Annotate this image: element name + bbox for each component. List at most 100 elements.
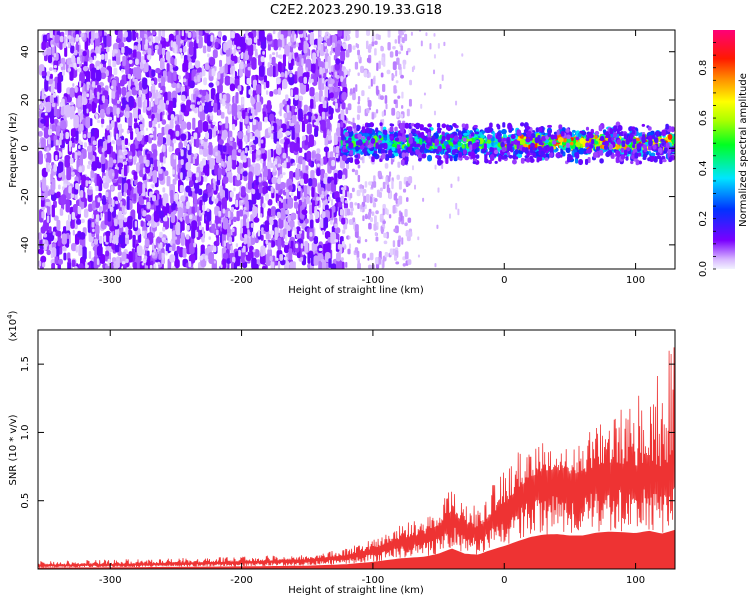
spectrogram-cell — [141, 262, 145, 266]
spectrogram-cell — [246, 77, 251, 85]
spectrogram-cell — [174, 58, 177, 66]
spectrogram-cell — [115, 133, 119, 140]
spectrogram-cell — [202, 147, 208, 157]
spectrogram-cell — [379, 95, 384, 100]
spectrogram-cell — [342, 229, 346, 234]
spectrogram-cell — [173, 155, 176, 160]
spectrogram-cell — [328, 107, 334, 115]
spectrogram-cell — [395, 80, 399, 84]
spectrogram-cell — [501, 128, 507, 135]
spectrogram-cell — [328, 83, 333, 88]
spectrogram-cell — [170, 40, 173, 48]
spectrogram-cell — [342, 189, 346, 197]
spectrogram-cell — [213, 125, 218, 132]
spectrogram-cell — [402, 37, 405, 44]
spectrogram-cell — [240, 199, 244, 203]
spectrogram-cell — [356, 114, 360, 121]
spectrogram-cell — [344, 68, 348, 76]
spectrogram-cell — [175, 130, 180, 137]
spectrogram-cell — [225, 49, 230, 57]
spectrogram-cell — [173, 31, 176, 36]
spectrogram-cell — [41, 206, 46, 211]
spectrogram-cell — [397, 161, 401, 168]
spectrogram-cell — [235, 180, 242, 186]
spectrogram-cell — [45, 162, 51, 173]
spectrogram-cell — [67, 35, 72, 40]
spectrogram-cell — [123, 45, 129, 56]
spectrogram-cell — [195, 172, 199, 178]
spectrogram-cell — [333, 89, 339, 99]
spectrogram-cell — [135, 58, 139, 65]
spectrogram-cell — [314, 92, 319, 102]
spectrogram-cell — [391, 74, 395, 79]
spectrogram-cell — [170, 240, 173, 246]
spectrogram-cell — [348, 243, 352, 250]
spectrogram-cell — [62, 226, 67, 235]
spectrogram-cell — [97, 84, 102, 94]
spectrogram-cell — [87, 132, 91, 139]
spectrogram-cell — [180, 159, 184, 166]
spectrogram-cell — [60, 194, 67, 205]
spectrogram-cell — [215, 92, 221, 101]
spectrogram-cell — [373, 175, 376, 182]
spectrogram-cell — [408, 98, 412, 107]
spectrogram-cell — [69, 140, 72, 148]
spectrogram-cell — [320, 168, 325, 181]
spectrogram-cell — [158, 243, 163, 249]
spectrogram-cell — [272, 122, 277, 133]
spectrogram-cell — [362, 215, 365, 222]
spectrogram-cell — [262, 203, 266, 208]
spectrogram-cell — [265, 239, 269, 245]
spectrogram-cell — [48, 128, 53, 136]
spectrogram-cell — [60, 130, 63, 138]
spectrogram-cell — [66, 166, 72, 181]
spectrogram-cell — [67, 258, 71, 264]
spectrogram-cell — [242, 245, 246, 253]
spectrogram-cell — [134, 220, 138, 228]
spectrogram-cell — [105, 127, 110, 138]
spectrogram-cell — [113, 67, 118, 76]
spectrogram-cell — [291, 114, 297, 125]
spectrogram-cell — [175, 224, 178, 231]
spectrogram-cell — [100, 53, 105, 60]
spectrogram-cell — [254, 129, 261, 138]
spectrogram-cell — [325, 48, 329, 54]
spectrogram-cell — [277, 38, 282, 49]
spectrogram-cell — [449, 213, 452, 219]
spectrogram-cell — [314, 127, 319, 137]
spectrogram-cell — [233, 187, 236, 192]
spectrogram-cell — [298, 42, 303, 51]
spectrogram-cell — [196, 166, 201, 173]
spectrogram-cell — [186, 121, 192, 131]
spectrogram-cell — [217, 72, 221, 80]
spectrogram-cell — [193, 93, 197, 101]
spectrogram-cell — [330, 220, 333, 225]
spectrogram-cell — [178, 247, 184, 258]
spectrogram-cell — [192, 104, 195, 112]
spectrogram-cell — [406, 197, 409, 202]
spectrogram-cell — [317, 115, 322, 121]
spectrogram-cell — [293, 142, 300, 152]
spectrogram-cell — [394, 192, 398, 197]
spectrogram-cell — [178, 75, 182, 80]
spectrogram-cell — [54, 34, 61, 44]
spectrogram-cell — [397, 95, 401, 99]
spectrogram-cell — [249, 132, 253, 140]
spectrogram-cell — [221, 197, 227, 211]
spectrogram-cell — [217, 109, 222, 116]
spectrogram-cell — [53, 65, 58, 69]
spectrogram-cell — [78, 139, 82, 143]
spectrogram-cell — [172, 169, 175, 175]
spectrogram-cell — [145, 38, 148, 47]
spectrogram-cell — [461, 53, 464, 57]
spectrogram-cell — [230, 245, 233, 254]
spectrogram-cell — [387, 30, 391, 38]
spectrogram-cell — [172, 41, 176, 49]
spectrogram-cell — [311, 186, 315, 198]
spectrogram-cell — [104, 53, 108, 62]
spectrogram-cell — [332, 147, 337, 153]
spectrogram-cell — [203, 175, 208, 182]
spectrogram-cell — [114, 49, 118, 54]
spectrogram-cell — [324, 230, 331, 240]
spectrogram-cell — [204, 101, 209, 114]
